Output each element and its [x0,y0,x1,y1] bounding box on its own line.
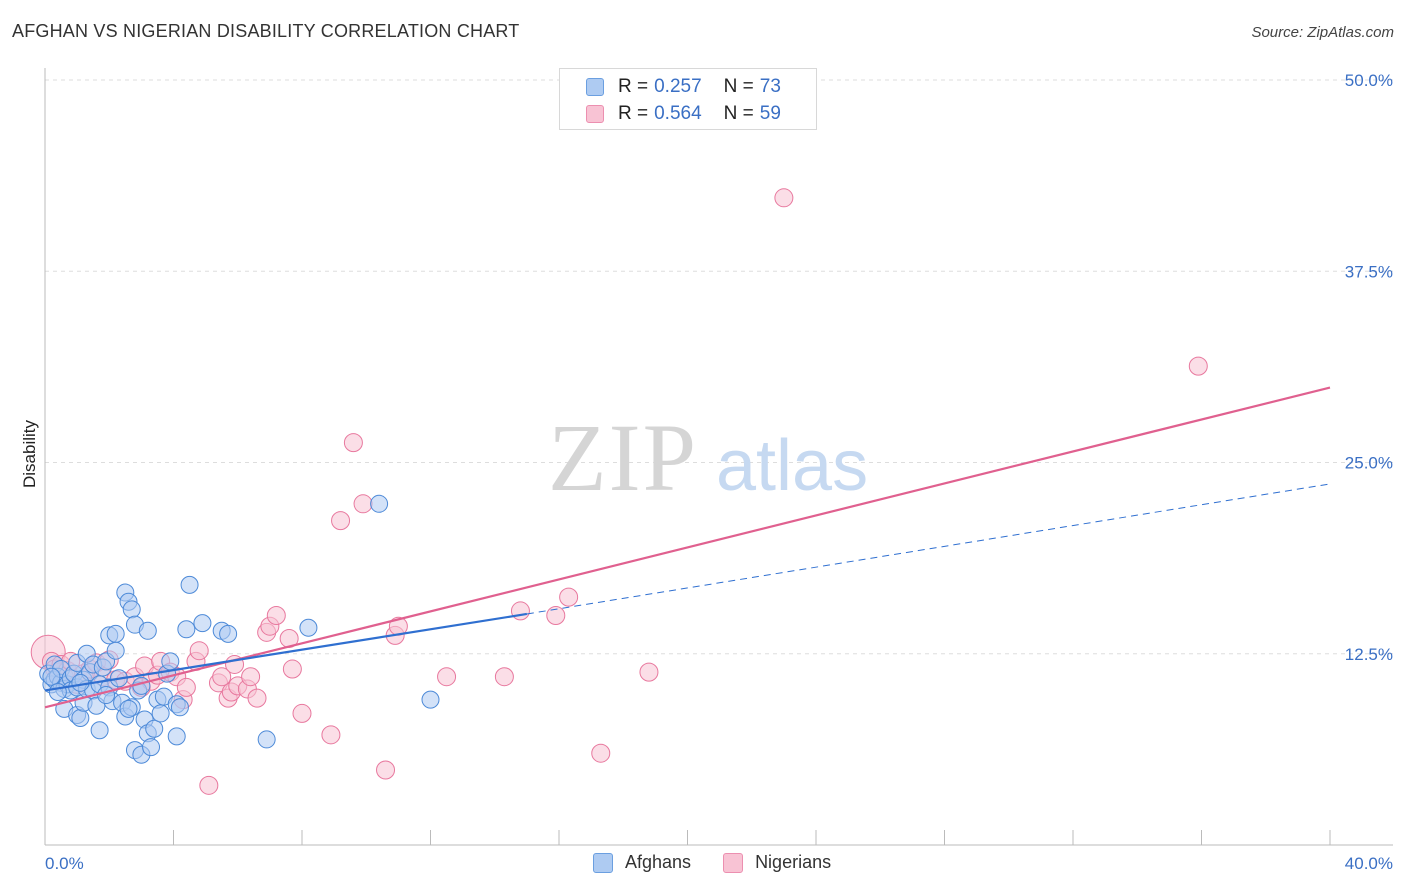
afghans-legend-label: Afghans [625,852,692,872]
nigerians-legend-label: Nigerians [755,852,832,872]
afghans-point [257,730,276,749]
afghans-point [219,624,238,643]
afghans-point [151,704,170,723]
nigerians-point [247,688,267,708]
nigerians-point [353,494,373,514]
nigerians-point [774,188,794,208]
watermark: ZIP atlas [548,404,868,511]
afghans-point [142,738,161,757]
nigerians-point [212,667,232,687]
afghans-point [106,641,125,660]
nigerians-point [546,606,566,625]
watermark-zip: ZIP [548,404,698,511]
legend-swatch-afghans [586,78,604,96]
x-tick-label: 40.0% [1345,854,1393,873]
legend-r-value: 0.564 [654,103,702,124]
nigerians-point [241,667,261,687]
y-tick-label: 25.0% [1345,454,1393,473]
correlation-legend: R = 0.257 N = 73 R = 0.564 N = 59 [559,68,817,130]
afghans-point [138,621,157,640]
legend-row-nigerians: R = 0.564 N = 59 [586,102,781,126]
afghans-trendline-extension [526,483,1331,615]
nigerians-point [176,677,196,697]
chart-title: AFGHAN VS NIGERIAN DISABILITY CORRELATIO… [12,21,520,41]
nigerians-swatch [723,852,744,873]
nigerians-point [331,511,351,531]
nigerians-point [494,667,514,687]
series-legend-nigerians[interactable]: Nigerians [723,852,831,873]
trendlines [44,386,1331,709]
nigerians-point [1188,356,1208,376]
afghans-point [177,620,196,639]
nigerians-point [437,667,457,687]
nigerians-point [343,433,363,453]
legend-swatch-nigerians [586,105,604,123]
nigerians-points [30,188,1208,795]
nigerians-point [559,587,579,607]
legend-n-label: N = [723,103,754,124]
afghans-point [145,719,164,738]
afghans-trendline [44,612,528,692]
legend-n-value: 59 [759,103,781,124]
afghans-point [71,709,90,728]
legend-r-value: 0.257 [654,76,702,97]
nigerians-point [266,606,286,625]
afghans-point [161,652,180,671]
legend-n-label: N = [723,76,754,97]
nigerians-point [199,775,219,795]
nigerians-point [321,725,341,745]
nigerians-trendline [44,386,1331,709]
nigerians-point [376,760,396,780]
nigerians-point [282,659,302,679]
y-axis-label: Disability [20,419,39,489]
legend-r-label: R = [618,103,649,124]
afghans-point [90,721,109,740]
legend-row-afghans: R = 0.257 N = 73 [586,75,781,99]
legend-r-label: R = [618,76,649,97]
axes [44,68,1393,846]
x-tick-label: 0.0% [45,854,84,873]
tick-labels: 12.5% 25.0% 37.5% 50.0% 0.0% 40.0% [45,71,1393,873]
afghans-point [421,690,440,709]
nigerians-point [292,703,312,723]
afghans-point [167,727,186,746]
watermark-atlas: atlas [716,426,868,506]
afghans-point [193,614,212,633]
afghans-point [122,600,141,619]
afghans-point [97,686,116,705]
afghans-point [42,667,61,686]
afghans-point [370,494,389,513]
y-tick-label: 37.5% [1345,262,1393,281]
afghans-swatch [593,852,613,873]
nigerians-point [639,662,659,682]
y-tick-label: 12.5% [1345,645,1393,664]
nigerians-point [510,601,530,621]
afghans-point [170,698,189,717]
nigerians-point [189,641,209,661]
legend-n-value: 73 [759,76,781,97]
series-legend: Afghans Nigerians [593,852,863,873]
y-tick-label: 50.0% [1345,71,1393,90]
afghans-point [119,699,138,718]
source-label: Source: ZipAtlas.com [1251,24,1394,41]
series-legend-afghans[interactable]: Afghans [593,852,691,873]
afghans-point [299,618,318,637]
afghans-point [48,683,67,701]
afghans-point [180,575,199,594]
afghans-point [106,624,125,643]
afghans-points [39,494,440,764]
nigerians-point [591,743,611,763]
